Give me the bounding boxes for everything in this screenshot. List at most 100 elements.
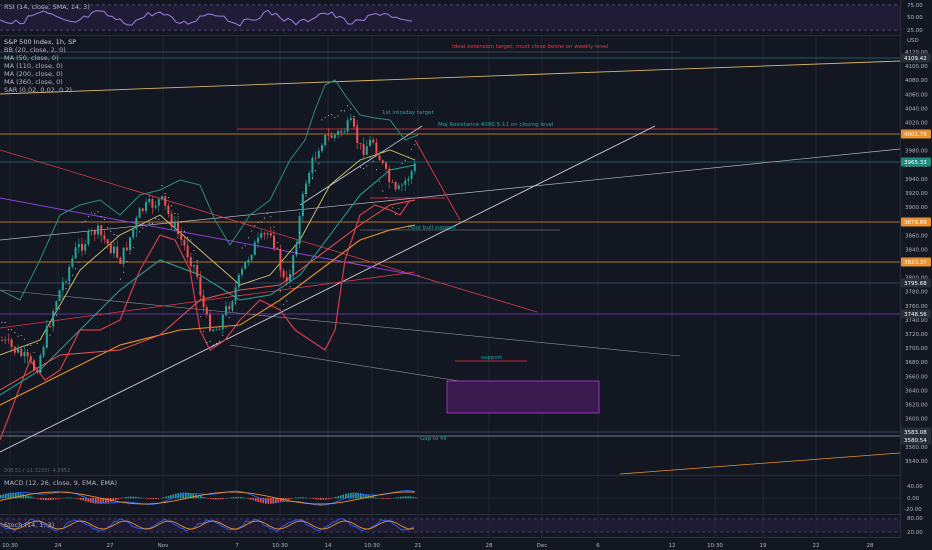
sar-dot [113,233,115,236]
stoch-band-fill [0,519,900,532]
macd-histogram-bar [32,497,35,499]
candle-body [116,246,119,258]
time-axis-label: 10:30 [707,543,723,549]
sar-dot [379,180,381,182]
candle-body [113,246,115,254]
sar-dot [334,117,336,119]
macd-histogram-bar [132,496,135,499]
stoch-pane[interactable]: Stoch (14, 1, 3) [0,518,900,533]
macd-histogram-bar [275,498,277,504]
time-axis-label: 10:30 [364,543,380,549]
sar-dot [36,343,38,345]
macd-histogram-bar [202,496,205,499]
candle-body [65,281,67,283]
price-badge [901,217,931,227]
rsi-scale-50: 50.00 [907,15,923,21]
candle-body [308,173,311,184]
macd-histogram-bar [220,498,222,500]
annotation-weekly-target: Ideal extension target, must close below… [452,44,609,50]
main-price-pane[interactable]: Ideal extension target, must close below… [0,38,901,475]
candle-body [314,157,317,159]
sar-dot [254,225,256,227]
candlesticks [1,113,416,375]
sar-dot [142,227,144,229]
macd-histogram-bar [205,497,207,499]
macd-histogram-bar [377,497,380,499]
annotation-first-target: 1st intraday target [382,110,435,116]
price-tick-label: 4100.00 [905,64,928,70]
price-tick-label: 3940.00 [905,177,928,183]
macd-histogram-bar [325,498,327,500]
rsi-line [0,9,413,27]
time-axis[interactable]: 10:30 24 27 Nov 7 10:30 14 10:30 21 28 Dec 6 12 10:30… [0,538,932,550]
macd-histogram-bar [80,498,82,500]
macd-histogram-bar [40,498,42,500]
macd-pane[interactable]: MACD (12, 26, close, 9, EMA, EMA) [0,479,900,506]
sar-dot [219,340,221,342]
legend-ma200: MA (200, close, 0) [4,70,63,78]
time-axis-label: Nov [158,543,169,549]
price-tick-label: 3760.00 [905,304,928,310]
macd-histogram-bar [345,493,347,499]
macd-histogram-bar [362,493,365,499]
candle-body [93,230,96,235]
candle-body [135,217,138,230]
price-badge [901,129,931,139]
macd-histogram-bar [380,498,382,499]
macd-title: MACD (12, 26, close, 9, EMA, EMA) [4,479,117,487]
sar-dot [375,169,377,171]
sar-dot [222,335,224,337]
candle-body [125,247,128,251]
sar-dot [87,215,89,217]
price-badge-label: 3583.08 [904,430,927,436]
candle-body [321,145,323,151]
candle-body [234,287,237,302]
macd-histogram-bar [30,496,32,499]
price-scale[interactable]: 75.00 50.00 25.00 USD 4120.00 4100.00 4080… [900,0,932,538]
price-tick-label: 3900.00 [905,205,928,211]
price-tick-label: 4120.00 [905,50,928,56]
macd-histogram-bar [415,497,417,499]
sar-dot [337,115,339,117]
sar-dot [110,230,112,232]
macd-histogram-bar [162,497,165,499]
legend-bb: BB (20, close, 2, 0) [4,46,66,54]
macd-histogram-bar [137,497,140,499]
candle-body [282,270,285,278]
candle-body [292,255,295,275]
legend-ma360: MA (360, close, 0) [4,78,63,86]
macd-histogram-bar [247,498,250,499]
price-badge-label: 3879.89 [904,220,927,226]
main-legend: S&P 500 Index, 1h, SP BB (20, close, 2, … [4,38,76,94]
price-tick-label: 3840.00 [905,247,928,253]
sar-dot [171,205,173,207]
candle-body [298,216,301,245]
candle-body [225,306,227,315]
candle-body [250,255,253,260]
macd-histogram-bar [395,497,397,499]
time-axis-label: 21 [415,543,422,549]
target-zone-rectangle[interactable] [446,380,600,414]
macd-histogram-bar [172,494,175,499]
sar-dot [395,213,397,215]
candle-body [397,185,400,190]
macd-histogram-bar [87,498,90,503]
candle-body [311,157,314,174]
sar-dot [398,208,400,210]
macd-histogram-bar [302,497,305,499]
macd-histogram-bar [140,497,142,499]
macd-histogram-bar [225,498,227,499]
sar-dot [84,220,86,222]
candle-body [196,265,199,277]
sar-dot [350,108,352,110]
sar-dot [46,346,48,348]
price-badge-label: 3965.33 [904,160,927,166]
sar-dot [119,278,121,280]
candle-body [349,118,352,121]
candle-body [45,326,48,348]
rsi-pane[interactable]: RSI (14, close, SMA, 14, 3) [0,0,900,35]
candle-body [263,233,266,235]
sar-dot [129,252,131,254]
candle-body [343,131,346,133]
